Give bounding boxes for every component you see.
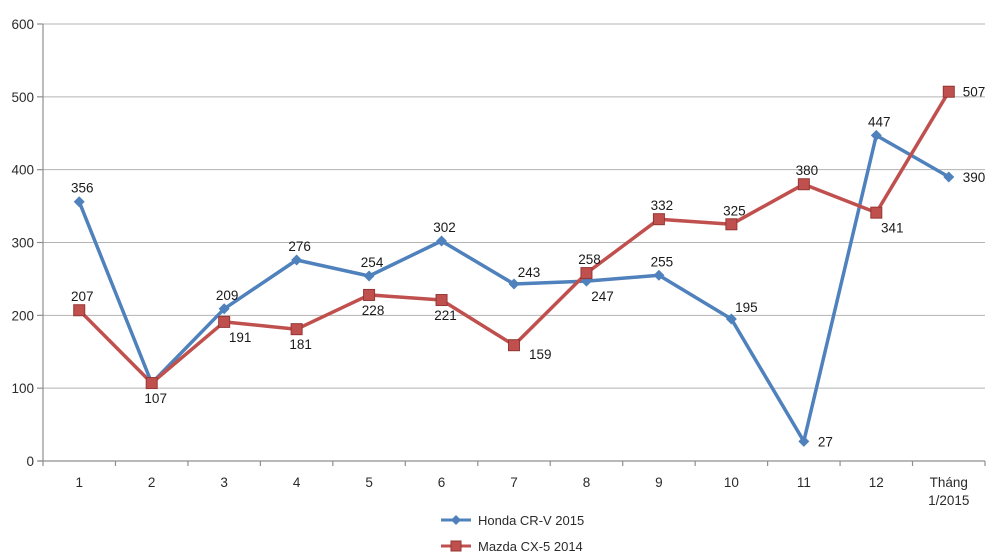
- data-point-label: 221: [434, 308, 457, 323]
- data-point-label: 380: [796, 163, 819, 178]
- data-point-marker-honda-cr-v-2015: [653, 269, 665, 281]
- x-axis-tick-label: 9: [655, 475, 663, 490]
- data-point-marker-honda-cr-v-2015: [943, 171, 955, 183]
- series-mazda-cx-5-2014: [73, 85, 955, 390]
- x-axis-tick-label: 1: [75, 475, 83, 490]
- data-point-label: 159: [529, 347, 552, 362]
- data-point-label: 181: [289, 337, 312, 352]
- data-point-label: 258: [578, 252, 601, 267]
- data-point-marker-mazda-cx-5-2014: [725, 218, 738, 231]
- data-point-marker-honda-cr-v-2015: [436, 235, 448, 247]
- data-point-marker-mazda-cx-5-2014: [870, 206, 883, 219]
- data-point-marker-mazda-cx-5-2014: [145, 377, 158, 390]
- data-point-marker-honda-cr-v-2015: [218, 303, 230, 315]
- x-axis-tick-label: 5: [365, 475, 373, 490]
- data-point-label: 228: [362, 303, 385, 318]
- data-point-marker-mazda-cx-5-2014: [942, 85, 955, 98]
- x-axis-tick-label: 12: [869, 475, 884, 490]
- data-point-label: 195: [735, 300, 758, 315]
- data-point-label: 207: [71, 289, 94, 304]
- x-axis-tick-label: 2: [148, 475, 156, 490]
- data-point-marker-honda-cr-v-2015: [508, 278, 520, 290]
- data-point-label: 390: [963, 170, 986, 185]
- legend-label-honda: Honda CR-V 2015: [478, 512, 585, 528]
- y-axis-tick-label: 100: [11, 381, 34, 396]
- data-point-label: 255: [651, 254, 674, 269]
- data-point-label: 243: [518, 265, 541, 280]
- data-point-label: 276: [288, 239, 311, 254]
- series-honda-cr-v-2015: [73, 129, 955, 447]
- x-axis-tick-label: 6: [438, 475, 446, 490]
- y-axis-tick-label: 400: [11, 163, 34, 178]
- data-point-marker-honda-cr-v-2015: [725, 313, 737, 325]
- data-point-label: 447: [868, 114, 891, 129]
- data-point-marker-mazda-cx-5-2014: [73, 304, 86, 317]
- data-point-label: 254: [361, 255, 384, 270]
- data-point-marker-mazda-cx-5-2014: [435, 294, 448, 307]
- data-point-label: 27: [818, 434, 833, 449]
- data-labels-group: 356 209 276 254 302 243 247 255 195 27 447 390 207 10…: [71, 85, 985, 450]
- axes-group: [37, 23, 986, 466]
- x-axis-tick-label: 4: [293, 475, 301, 490]
- legend-marker-mazda-square: [441, 540, 471, 552]
- data-point-marker-mazda-cx-5-2014: [580, 267, 593, 280]
- legend-marker-honda-diamond: [441, 515, 471, 525]
- x-axis-tick-label: Tháng 1/2015: [928, 475, 969, 508]
- x-axis-tick-label: 10: [724, 475, 739, 490]
- data-point-label: 191: [229, 330, 252, 345]
- data-point-label: 332: [651, 198, 674, 213]
- gridlines-group: [43, 23, 985, 389]
- legend-item-honda-cr-v-2015: Honda CR-V 2015: [441, 507, 584, 533]
- y-tick-labels-group: 0 100 200 300 400 500 600: [11, 17, 34, 469]
- chart-legend: Honda CR-V 2015 Mazda CX-5 2014: [441, 507, 584, 559]
- data-point-marker-mazda-cx-5-2014: [290, 323, 303, 336]
- data-point-label: 341: [881, 221, 904, 236]
- data-point-label: 247: [591, 289, 614, 304]
- legend-item-mazda-cx-5-2014: Mazda CX-5 2014: [441, 533, 583, 559]
- y-axis-tick-label: 0: [26, 454, 34, 469]
- data-point-marker-mazda-cx-5-2014: [652, 213, 665, 226]
- data-point-label: 209: [216, 288, 239, 303]
- y-axis-tick-label: 200: [11, 308, 34, 323]
- data-point-marker-honda-cr-v-2015: [870, 129, 882, 141]
- data-point-marker-honda-cr-v-2015: [363, 270, 375, 282]
- y-axis-tick-label: 500: [11, 90, 34, 105]
- data-point-label: 507: [963, 85, 986, 100]
- data-point-marker-honda-cr-v-2015: [291, 254, 303, 266]
- x-axis-tick-label: 11: [797, 475, 811, 490]
- data-point-label: 356: [71, 181, 94, 196]
- y-axis-tick-label: 300: [11, 236, 34, 251]
- x-tick-labels-group: 1 2 3 4 5 6 7 8 9 10 11 12 Tháng 1/2015: [75, 475, 969, 508]
- y-axis-tick-label: 600: [11, 17, 34, 32]
- x-axis-tick-label: 7: [510, 475, 518, 490]
- data-point-label: 107: [144, 391, 167, 406]
- data-point-marker-mazda-cx-5-2014: [797, 178, 810, 191]
- x-axis-tick-label: 3: [220, 475, 228, 490]
- data-point-marker-mazda-cx-5-2014: [363, 288, 376, 301]
- legend-label-mazda: Mazda CX-5 2014: [478, 538, 583, 554]
- data-point-marker-mazda-cx-5-2014: [218, 315, 231, 328]
- data-point-label: 325: [723, 203, 746, 218]
- data-point-marker-honda-cr-v-2015: [73, 196, 85, 208]
- x-axis-tick-label: 8: [583, 475, 591, 490]
- data-point-marker-mazda-cx-5-2014: [508, 339, 520, 352]
- data-point-marker-honda-cr-v-2015: [798, 435, 810, 447]
- data-point-label: 302: [433, 220, 456, 235]
